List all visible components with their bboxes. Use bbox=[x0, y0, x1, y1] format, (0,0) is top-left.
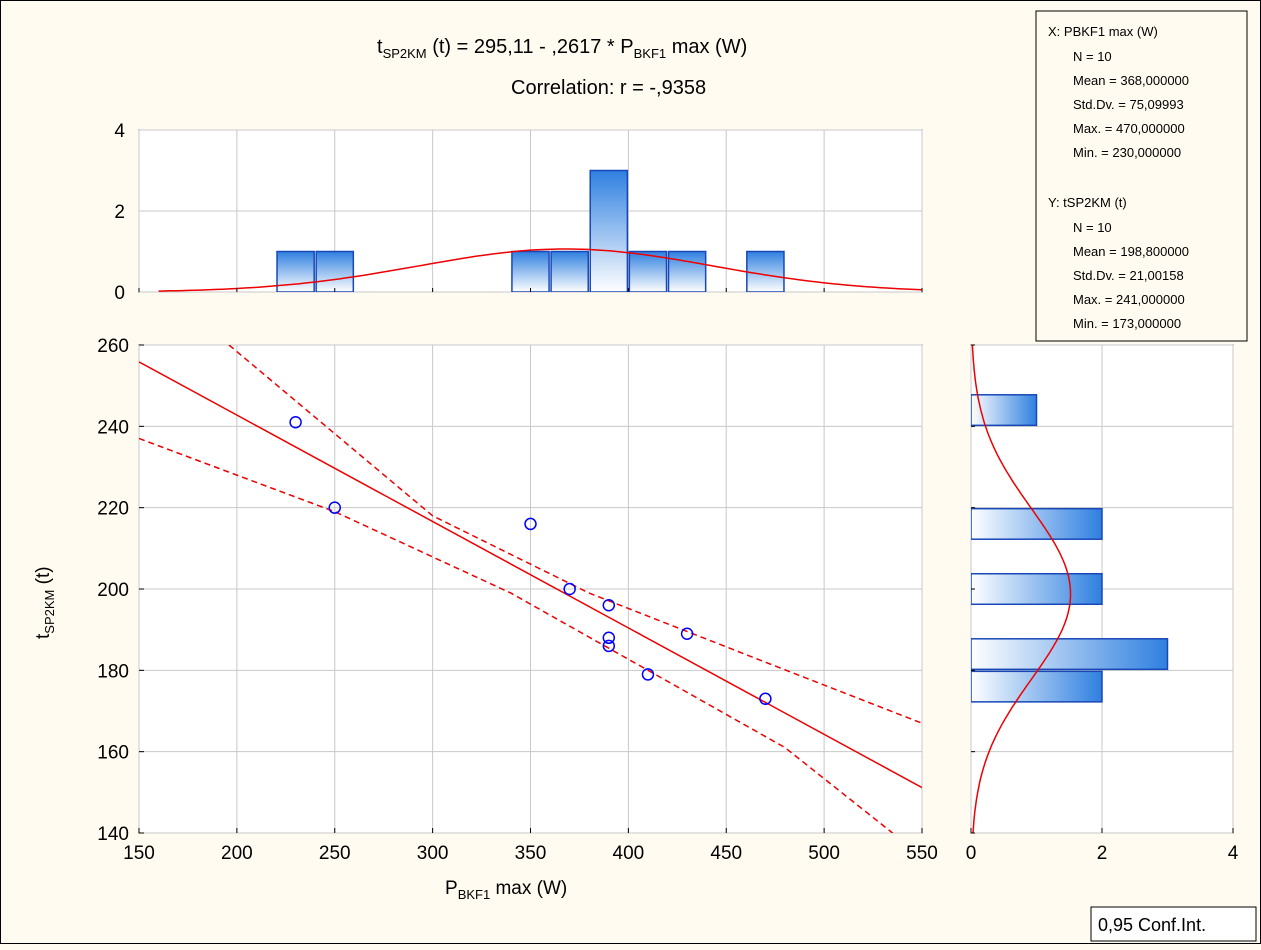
y-hist-count-label: 2 bbox=[1097, 843, 1108, 864]
chart-title: tSP2KM (t) = 295,11 - ,2617 * PBKF1 max … bbox=[377, 36, 747, 61]
data-point bbox=[680, 627, 694, 640]
x-tick-label: 350 bbox=[515, 843, 547, 864]
x-stats-line: Max. = 470,000000 bbox=[1073, 121, 1185, 136]
y-stats-line: Mean = 198,800000 bbox=[1073, 244, 1189, 259]
y-tick-label: 160 bbox=[97, 743, 129, 764]
stats-text: X: PBKF1 max (W) N = 10 Mean = 368,000000 S… bbox=[1048, 24, 1189, 331]
x-hist-normal-curve bbox=[158, 248, 922, 292]
x-tick-label: 500 bbox=[808, 843, 840, 864]
y-hist-bar bbox=[971, 572, 1103, 606]
y-hist-normal-curve bbox=[971, 345, 1072, 833]
y-stats-line: Std.Dv. = 21,00158 bbox=[1073, 268, 1184, 283]
data-point bbox=[602, 599, 616, 612]
y-stats-line: Min. = 173,000000 bbox=[1073, 316, 1181, 331]
data-point bbox=[328, 501, 341, 514]
x-stats-line: Min. = 230,000000 bbox=[1073, 145, 1181, 160]
y-hist-count-label: 0 bbox=[966, 843, 977, 864]
y-histogram bbox=[971, 345, 1169, 833]
x-hist-bar bbox=[511, 250, 550, 292]
y-hist-bar bbox=[971, 507, 1103, 540]
confidence-band-upper bbox=[228, 345, 922, 724]
x-hist-count-label: 2 bbox=[114, 202, 125, 223]
y-stats-header: Y: tSP2KM (t) bbox=[1048, 195, 1127, 210]
x-hist-bar bbox=[628, 250, 668, 292]
legend-label: 0,95 Conf.Int. bbox=[1098, 915, 1206, 935]
confidence-band-lower bbox=[139, 437, 894, 833]
scatter-plot bbox=[139, 345, 922, 833]
y-hist-bar bbox=[971, 670, 1103, 703]
y-tick-label: 240 bbox=[97, 417, 129, 438]
x-stats-line: N = 10 bbox=[1073, 49, 1112, 64]
x-tick-label: 300 bbox=[417, 843, 449, 864]
x-tick-label: 150 bbox=[123, 843, 155, 864]
y-stats-line: N = 10 bbox=[1073, 220, 1112, 235]
x-histogram bbox=[158, 169, 922, 292]
y-axis-label: tSP2KM (t) bbox=[33, 566, 57, 639]
stats-box bbox=[1035, 10, 1248, 342]
x-tick-label: 450 bbox=[710, 843, 742, 864]
data-point bbox=[602, 639, 616, 653]
x-tick-label: 550 bbox=[906, 843, 938, 864]
data-point bbox=[563, 582, 576, 596]
legend-box bbox=[1090, 906, 1257, 942]
y-tick-label: 200 bbox=[97, 580, 129, 601]
x-hist-bar bbox=[315, 250, 355, 292]
x-stats-header: X: PBKF1 max (W) bbox=[1048, 24, 1158, 39]
y-tick-label: 180 bbox=[97, 661, 129, 682]
data-point bbox=[524, 517, 537, 531]
x-tick-label: 250 bbox=[319, 843, 351, 864]
x-hist-bar bbox=[589, 169, 629, 292]
regression-line bbox=[139, 361, 922, 789]
x-hist-bar bbox=[550, 250, 589, 292]
x-tick-label: 200 bbox=[221, 843, 253, 864]
chart-subtitle: Correlation: r = -,9358 bbox=[511, 77, 706, 99]
y-tick-label: 140 bbox=[97, 824, 129, 845]
x-hist-count-label: 4 bbox=[114, 121, 125, 142]
y-tick-label: 220 bbox=[97, 499, 129, 520]
x-stats-line: Std.Dv. = 75,09993 bbox=[1073, 97, 1184, 112]
x-axis-label: PBKF1 max (W) bbox=[445, 878, 567, 902]
data-point bbox=[641, 668, 655, 681]
x-tick-label: 400 bbox=[613, 843, 645, 864]
x-hist-bar bbox=[667, 250, 707, 292]
y-hist-bar bbox=[971, 394, 1038, 427]
y-hist-count-label: 4 bbox=[1228, 843, 1239, 864]
data-point bbox=[602, 631, 616, 645]
data-point bbox=[759, 692, 772, 706]
y-stats-line: Max. = 241,000000 bbox=[1073, 292, 1185, 307]
axis-ticks: 150 200 250 300 350 400 450 500 5501401601802002… bbox=[97, 121, 1238, 864]
data-point bbox=[289, 416, 302, 429]
y-hist-bar bbox=[971, 638, 1169, 671]
x-hist-bar bbox=[746, 250, 785, 292]
x-stats-line: Mean = 368,000000 bbox=[1073, 73, 1189, 88]
x-hist-count-label: 0 bbox=[114, 283, 125, 304]
y-tick-label: 260 bbox=[97, 336, 129, 357]
